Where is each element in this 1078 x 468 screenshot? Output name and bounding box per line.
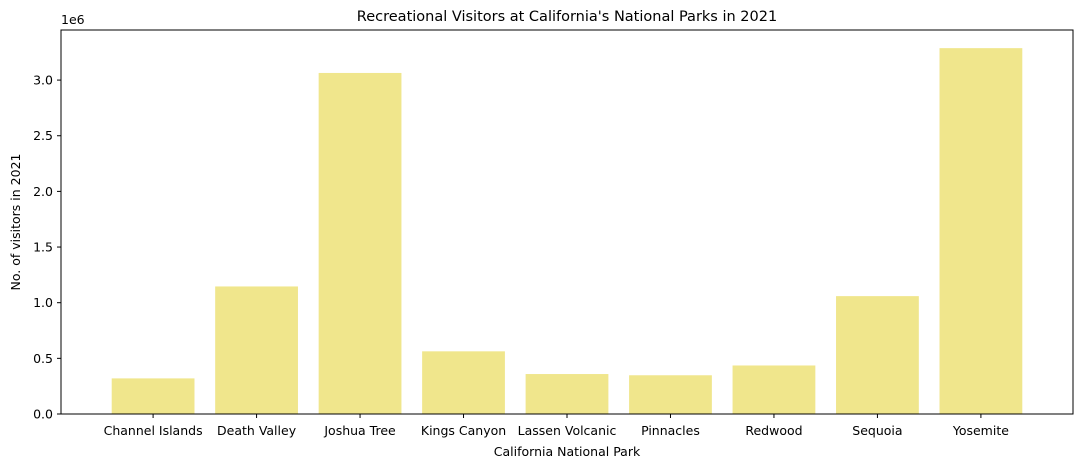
y-axis-offset-label: 1e6: [61, 12, 85, 27]
bars-group: [111, 48, 1023, 415]
x-tick-label: Death Valley: [217, 423, 297, 438]
x-tick-label: Channel Islands: [104, 423, 203, 438]
bar-pinnacles: [629, 375, 712, 414]
chart-title: Recreational Visitors at California's Na…: [357, 9, 777, 25]
y-tick-label: 2.0: [33, 184, 53, 199]
plot-frame: [60, 29, 1074, 415]
bar-channel-islands: [111, 378, 195, 414]
y-tick-label: 2.5: [33, 128, 53, 143]
y-tick-label: 0.0: [33, 407, 53, 422]
x-axis-label: California National Park: [494, 444, 641, 459]
bar-death-valley: [215, 286, 298, 414]
bar-redwood: [732, 365, 816, 414]
y-tick-label: 1.0: [33, 295, 53, 310]
bar-sequoia: [836, 296, 919, 414]
x-tick-label: Pinnacles: [641, 423, 700, 438]
x-tick-label: Redwood: [745, 423, 802, 438]
x-tick-label: Sequoia: [852, 423, 902, 438]
y-tick-label: 0.5: [33, 351, 53, 366]
bar-kings-canyon: [422, 351, 505, 414]
y-axis-label: No. of visitors in 2021: [8, 154, 23, 291]
x-tick-label: Kings Canyon: [421, 423, 506, 438]
x-tick-label: Joshua Tree: [323, 423, 396, 438]
bar-lassen-volcanic: [525, 374, 609, 414]
x-tick-label: Lassen Volcanic: [518, 423, 617, 438]
bar-joshua-tree: [318, 72, 402, 415]
x-tick-label: Yosemite: [952, 423, 1009, 438]
x-axis-ticks: Channel Islands Death Valley Joshua Tree Ki…: [104, 414, 1009, 438]
y-axis-ticks: 0.0 0.5 1.0 1.5 2.0 2.5 3.0: [33, 73, 61, 422]
y-tick-label: 1.5: [33, 240, 53, 255]
bar-yosemite: [939, 48, 1023, 414]
y-tick-label: 3.0: [33, 73, 53, 88]
